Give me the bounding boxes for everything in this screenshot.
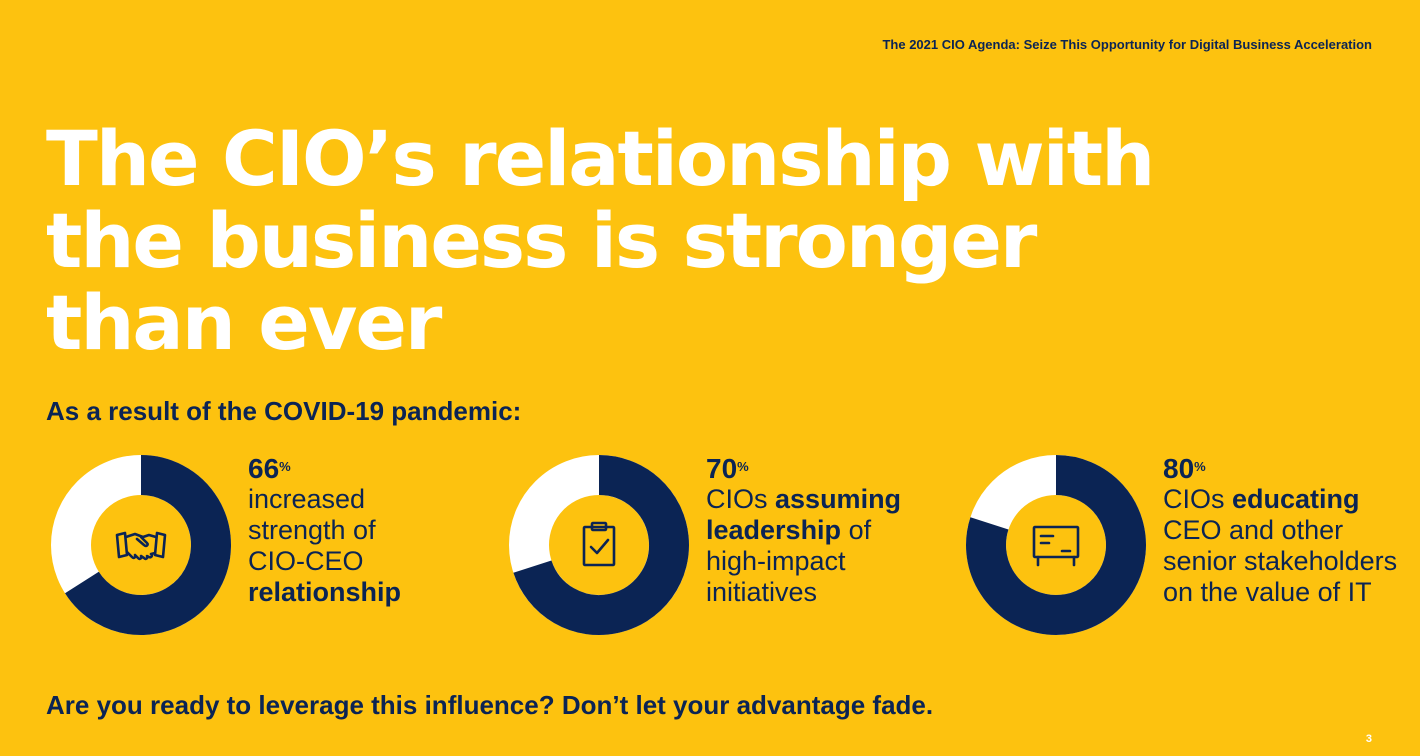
stat-line: CIOs assuming bbox=[706, 484, 902, 514]
stat-line: CIO-CEO bbox=[248, 546, 364, 576]
stat-line: increased bbox=[248, 484, 366, 514]
hero-heading: The CIO’s relationship with the business… bbox=[46, 118, 1196, 364]
donut-arc bbox=[513, 455, 689, 635]
intro-text: As a result of the COVID-19 pandemic: bbox=[46, 396, 522, 426]
stat-line: strength of bbox=[248, 515, 376, 545]
clipboard-check-icon bbox=[582, 521, 616, 567]
stat-line: senior stakeholders bbox=[1163, 546, 1398, 576]
hero-line-1: The CIO’s relationship with bbox=[46, 114, 1155, 203]
stat-line: high-impact bbox=[706, 546, 846, 576]
donut-arc bbox=[65, 455, 231, 635]
donut-chart bbox=[509, 455, 689, 635]
stat-line: leadership of bbox=[706, 515, 872, 545]
donut-chart bbox=[51, 455, 231, 635]
stat-line: relationship bbox=[248, 577, 402, 607]
hero-line-2: the business is stronger bbox=[46, 196, 1037, 285]
stat-line: CEO and other bbox=[1163, 515, 1344, 545]
page-number: 3 bbox=[1365, 733, 1372, 745]
stat-description: 80% CIOs educating CEO and other senior … bbox=[1163, 454, 1397, 608]
call-to-action: Are you ready to leverage this influence… bbox=[46, 690, 934, 720]
stat-value: 66% bbox=[248, 453, 291, 484]
stat-line: CIOs educating bbox=[1163, 484, 1360, 514]
stat-value: 70% bbox=[706, 453, 749, 484]
stat-line: initiatives bbox=[706, 577, 818, 607]
stat-line: on the value of IT bbox=[1163, 577, 1372, 607]
donut-chart bbox=[966, 455, 1146, 635]
donut-arc bbox=[966, 455, 1146, 635]
document-title: The 2021 CIO Agenda: Seize This Opportun… bbox=[882, 37, 1372, 52]
handshake-icon bbox=[115, 531, 167, 561]
stat-description: 66% increased strength of CIO-CEO relati… bbox=[248, 454, 401, 608]
presentation-board-icon bbox=[1032, 525, 1080, 567]
stat-description: 70% CIOs assuming leadership of high-imp… bbox=[706, 454, 901, 608]
hero-line-3: than ever bbox=[46, 278, 442, 367]
stat-value: 80% bbox=[1163, 453, 1206, 484]
